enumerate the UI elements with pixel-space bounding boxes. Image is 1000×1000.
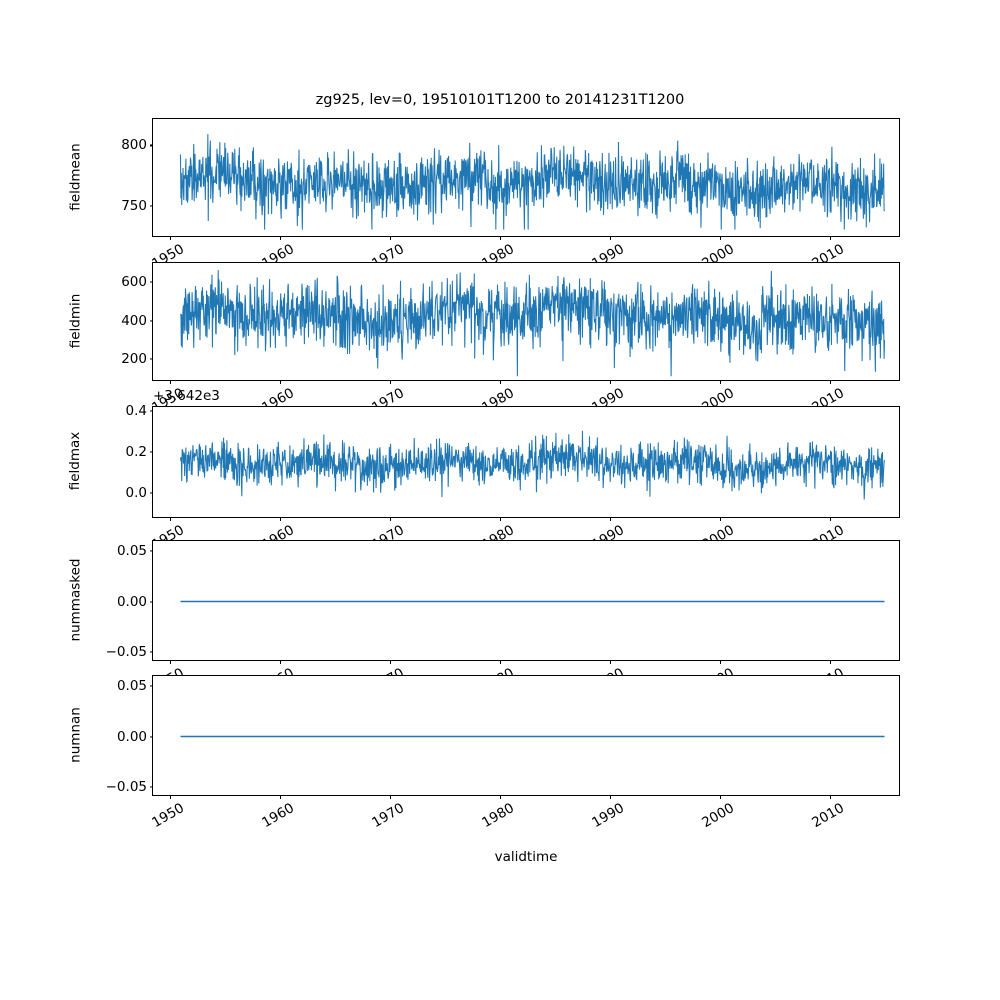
y-tick-label: 750 [121, 197, 147, 214]
plot-area-fieldmin [153, 263, 899, 380]
x-tick-mark [499, 660, 501, 664]
y-tick-mark [149, 320, 153, 322]
x-tick-mark [719, 795, 721, 799]
x-tick-mark [279, 660, 281, 664]
y-tick-label: 0.2 [125, 443, 147, 460]
x-tick-label: 1990 [588, 800, 627, 832]
axes-background [153, 541, 899, 660]
y-tick-label: 0.05 [116, 543, 147, 560]
x-tick-label: 2010 [808, 800, 847, 832]
x-tick-label: 1980 [478, 800, 517, 832]
plot-area-fieldmax [153, 407, 899, 517]
y-axis-label-fieldmin: fieldmin [67, 293, 83, 348]
y-tick-mark [149, 550, 153, 552]
subplot-numnan: −0.05 0.00 0.05 1950 1960 1970 1980 1990 2000 201… [106, 675, 900, 831]
y-tick-mark [149, 144, 153, 146]
y-tick-mark [149, 358, 153, 360]
y-axis-offset-text: +3.642e3 [153, 388, 220, 404]
y-tick-label: 0.00 [116, 728, 147, 745]
x-tick-mark [389, 517, 391, 521]
y-tick-mark [149, 786, 153, 788]
plot-area-nummasked [153, 541, 899, 660]
figure-title: zg925, lev=0, 19510101T1200 to 20141231T… [315, 92, 685, 108]
x-tick-label: 1960 [258, 800, 297, 832]
y-tick-label: −0.05 [105, 643, 147, 660]
y-tick-label: 0.4 [125, 403, 147, 420]
x-tick-mark [499, 380, 501, 384]
y-tick-label: 0.0 [125, 484, 147, 501]
x-tick-mark [829, 795, 831, 799]
plot-area-fieldmean [153, 119, 899, 236]
y-axis-label-fieldmax: fieldmax [67, 431, 83, 491]
x-tick-mark [169, 660, 171, 664]
x-tick-mark [499, 517, 501, 521]
x-tick-mark [279, 380, 281, 384]
x-tick-mark [609, 236, 611, 240]
x-tick-mark [829, 517, 831, 521]
x-tick-mark [169, 517, 171, 521]
y-tick-label: −0.05 [105, 778, 147, 795]
y-tick-label: 800 [121, 137, 147, 154]
y-tick-mark [149, 600, 153, 603]
x-tick-mark [169, 380, 171, 384]
axes-background [153, 676, 899, 795]
x-tick-mark [719, 660, 721, 664]
x-tick-mark [279, 517, 281, 521]
y-tick-label: 400 [121, 312, 147, 329]
x-tick-mark [389, 236, 391, 240]
x-tick-mark [279, 795, 281, 799]
y-tick-mark [149, 451, 153, 453]
x-tick-mark [719, 380, 721, 384]
y-tick-mark [149, 651, 153, 653]
data-line-fieldmin [180, 270, 886, 377]
plot-area-numnan [153, 676, 899, 795]
y-axis-label-fieldmean: fieldmean [67, 142, 83, 211]
data-line-fieldmax [179, 430, 886, 500]
x-tick-mark [279, 236, 281, 240]
x-tick-label: 1950 [148, 800, 187, 832]
y-tick-label: 0.05 [116, 678, 147, 695]
y-tick-mark [149, 281, 153, 283]
x-tick-mark [609, 660, 611, 664]
y-tick-label: 600 [121, 274, 147, 291]
x-axis-label: validtime [494, 849, 558, 865]
x-tick-label: 2000 [698, 800, 737, 832]
x-tick-mark [609, 795, 611, 799]
x-tick-mark [829, 660, 831, 664]
y-tick-label: 0.00 [116, 593, 147, 610]
y-tick-mark [149, 491, 153, 494]
x-tick-mark [389, 660, 391, 664]
y-tick-label: 200 [121, 350, 147, 367]
y-tick-mark [149, 685, 153, 687]
y-axis-label-numnan: numnan [67, 706, 83, 763]
x-tick-mark [829, 380, 831, 384]
x-tick-mark [169, 795, 171, 799]
x-tick-mark [609, 380, 611, 384]
x-tick-mark [169, 236, 171, 240]
x-tick-mark [719, 517, 721, 521]
y-axis-label-nummasked: nummasked [67, 558, 83, 641]
y-tick-mark [149, 735, 153, 738]
data-line-fieldmean [179, 134, 886, 230]
x-tick-mark [609, 517, 611, 521]
x-tick-mark [499, 236, 501, 240]
subplot-fieldmax: 0.0 0.2 0.4 1950 1960 1970 1980 1990 2000 2010 +3.… [126, 388, 900, 553]
x-tick-label: 1970 [368, 800, 407, 832]
x-tick-mark [829, 236, 831, 240]
subplot-fieldmin: 200 400 600 1950 1960 1970 1980 1990 2000 2010 [121, 262, 900, 416]
y-tick-mark [149, 204, 153, 207]
subplot-nummasked: −0.050.000.05195019601970198019902000201… [106, 540, 900, 696]
x-tick-mark [499, 795, 501, 799]
x-tick-mark [389, 380, 391, 384]
y-tick-mark [149, 410, 153, 412]
x-tick-mark [389, 795, 391, 799]
subplot-fieldmean: 750 800 1950 1960 1970 1980 1990 2000 2010 [121, 118, 900, 272]
x-tick-mark [719, 236, 721, 240]
